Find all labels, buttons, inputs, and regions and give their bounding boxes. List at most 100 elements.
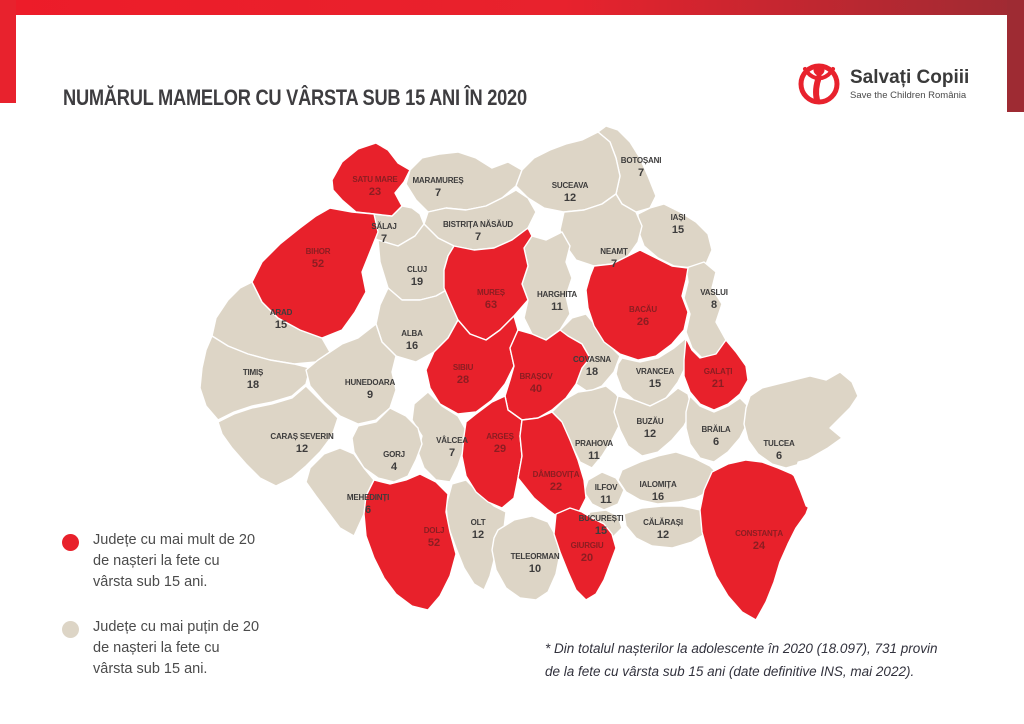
county-name-satu-mare: SATU MARE bbox=[352, 175, 398, 184]
county-value-gorj: 4 bbox=[391, 461, 398, 473]
county-value-neamt: 7 bbox=[611, 258, 617, 270]
county-value-prahova: 11 bbox=[588, 450, 600, 462]
left-red-tab bbox=[0, 0, 16, 103]
county-name-dambovita: DÂMBOVIȚA bbox=[533, 470, 580, 479]
county-region-brasov bbox=[504, 329, 591, 421]
county-value-mures: 63 bbox=[485, 299, 497, 311]
county-name-botosani: BOTOȘANI bbox=[621, 156, 661, 165]
county-value-vrancea: 15 bbox=[649, 378, 661, 390]
county-region-satu-mare bbox=[331, 142, 411, 217]
page-title: NUMĂRUL MAMELOR CU VÂRSTA SUB 15 ANI ÎN … bbox=[63, 84, 527, 110]
legend-label-beige: Județe cu mai puțin de 20 de nașteri la … bbox=[93, 619, 260, 677]
county-value-timis: 18 bbox=[247, 379, 259, 391]
county-value-hunedoara: 9 bbox=[367, 389, 373, 401]
county-name-giurgiu: GIURGIU bbox=[571, 541, 604, 550]
county-name-suceava: SUCEAVA bbox=[552, 181, 589, 190]
county-name-arges: ARGEȘ bbox=[486, 432, 514, 441]
county-value-bistrita-nasaud: 7 bbox=[475, 231, 481, 243]
county-region-gorj bbox=[351, 407, 423, 483]
legend-item-red: Județe cu mai mult de 20 de nașteri la f… bbox=[62, 530, 272, 593]
county-name-prahova: PRAHOVA bbox=[575, 439, 613, 448]
county-value-suceava: 12 bbox=[564, 192, 576, 204]
county-name-valcea: VÂLCEA bbox=[436, 436, 468, 445]
county-value-constanta: 24 bbox=[753, 540, 766, 552]
county-region-galati bbox=[683, 337, 749, 411]
county-region-bihor bbox=[251, 207, 379, 339]
logo-name: Salvați Copiii bbox=[850, 67, 970, 88]
county-region-iasi bbox=[637, 203, 713, 269]
county-value-salaj: 7 bbox=[381, 233, 387, 245]
legend-dot-beige bbox=[62, 621, 79, 638]
county-region-suceava bbox=[515, 131, 621, 213]
county-value-galati: 21 bbox=[712, 378, 724, 390]
county-name-maramures: MARAMUREȘ bbox=[412, 176, 464, 185]
county-value-sibiu: 28 bbox=[457, 374, 469, 386]
county-name-constanta: CONSTANȚA bbox=[735, 529, 783, 538]
footnote-line-1: * Din totalul nașterilor la adolescente … bbox=[545, 641, 938, 656]
county-name-calarasi: CĂLĂRAȘI bbox=[643, 518, 683, 527]
county-region-hunedoara bbox=[305, 323, 397, 425]
county-value-dambovita: 22 bbox=[550, 481, 562, 493]
county-name-teleorman: TELEORMAN bbox=[511, 552, 560, 561]
county-name-brasov: BRAȘOV bbox=[519, 372, 553, 381]
footnote: * Din totalul nașterilor la adolescente … bbox=[545, 637, 975, 683]
county-name-harghita: HARGHITA bbox=[537, 290, 577, 299]
county-region-giurgiu bbox=[553, 507, 617, 601]
county-value-buzau: 12 bbox=[644, 428, 656, 440]
county-value-teleorman: 10 bbox=[529, 563, 541, 575]
county-value-caras-severin: 12 bbox=[296, 443, 308, 455]
county-name-salaj: SĂLAJ bbox=[371, 222, 396, 231]
county-name-dolj: DOLJ bbox=[424, 526, 445, 535]
county-region-dolj bbox=[363, 473, 457, 611]
county-name-iasi: IAȘI bbox=[671, 213, 686, 222]
legend-label-red: Județe cu mai mult de 20 de nașteri la f… bbox=[93, 532, 256, 590]
county-value-covasna: 18 bbox=[586, 366, 598, 378]
county-value-valcea: 7 bbox=[449, 447, 455, 459]
top-red-band bbox=[0, 0, 1024, 15]
county-name-caras-severin: CARAȘ SEVERIN bbox=[270, 432, 334, 441]
county-value-arad: 15 bbox=[275, 319, 287, 331]
county-name-bihor: BIHOR bbox=[306, 247, 331, 256]
county-region-sibiu bbox=[425, 315, 519, 415]
county-name-ialomita: IALOMIȚA bbox=[639, 480, 676, 489]
county-region-timis bbox=[199, 335, 311, 421]
county-region-buzau bbox=[613, 387, 693, 457]
legend-dot-red bbox=[62, 534, 79, 551]
razim-lake bbox=[793, 457, 825, 513]
county-value-botosani: 7 bbox=[638, 167, 644, 179]
county-value-iasi: 15 bbox=[672, 224, 684, 236]
county-region-constanta bbox=[699, 459, 813, 621]
county-name-arad: ARAD bbox=[270, 308, 293, 317]
county-value-harghita: 11 bbox=[551, 301, 563, 313]
county-value-arges: 29 bbox=[494, 443, 506, 455]
county-region-teleorman bbox=[491, 515, 561, 601]
right-red-tab bbox=[1007, 0, 1024, 112]
county-region-braila bbox=[685, 395, 751, 463]
county-name-vaslui: VASLUI bbox=[700, 288, 728, 297]
county-name-hunedoara: HUNEDOARA bbox=[345, 378, 396, 387]
county-region-harghita bbox=[521, 227, 573, 341]
county-name-neamt: NEAMȚ bbox=[600, 247, 628, 256]
county-name-ilfov: ILFOV bbox=[595, 483, 618, 492]
county-name-timis: TIMIȘ bbox=[243, 368, 264, 377]
save-the-children-icon bbox=[798, 63, 840, 105]
county-value-ialomita: 16 bbox=[652, 491, 664, 503]
county-value-dolj: 52 bbox=[428, 537, 440, 549]
salvati-copiii-logo: Salvați Copiii Save the Children România bbox=[795, 58, 969, 106]
county-name-bucuresti: BUCUREȘTI bbox=[579, 514, 624, 523]
map-legend: Județe cu mai mult de 20 de nașteri la f… bbox=[62, 530, 272, 680]
county-value-cluj: 19 bbox=[411, 276, 423, 288]
county-region-bacau bbox=[585, 249, 689, 361]
county-name-covasna: COVASNA bbox=[573, 355, 611, 364]
county-region-caras-severin bbox=[217, 385, 339, 487]
county-name-mures: MUREȘ bbox=[477, 288, 506, 297]
county-name-alba: ALBA bbox=[401, 329, 423, 338]
county-name-vrancea: VRANCEA bbox=[636, 367, 675, 376]
county-region-ilfov bbox=[583, 471, 625, 511]
county-region-dambovita bbox=[517, 411, 587, 521]
county-value-bucuresti: 15 bbox=[595, 525, 607, 537]
county-value-braila: 6 bbox=[713, 436, 719, 448]
county-region-vrancea bbox=[615, 337, 693, 407]
county-name-olt: OLT bbox=[471, 518, 486, 527]
county-name-buzau: BUZĂU bbox=[637, 417, 664, 426]
